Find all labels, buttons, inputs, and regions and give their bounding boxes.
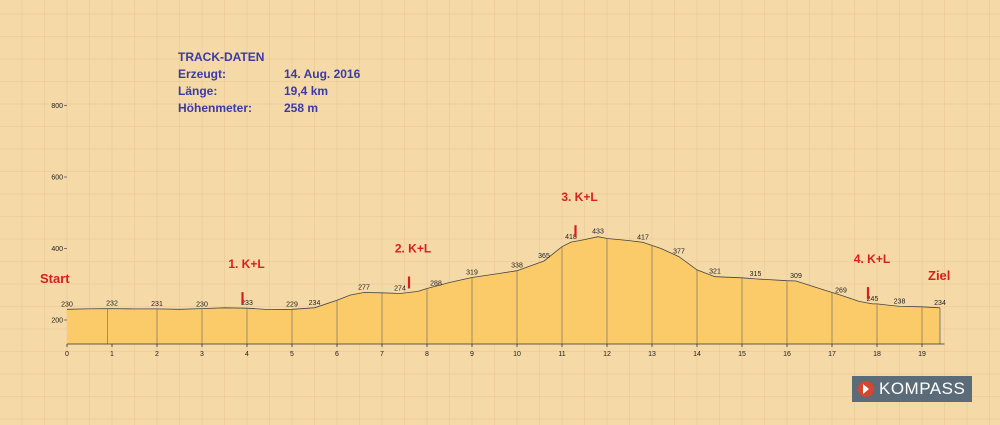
elevation-label: 377 — [673, 249, 685, 256]
x-tick-label: 3 — [200, 351, 204, 358]
y-tick-label: 800 — [51, 103, 63, 110]
x-tick-label: 2 — [155, 351, 159, 358]
track-info-row: Höhenmeter: 258 m — [178, 101, 318, 118]
x-tick-label: 8 — [425, 351, 429, 358]
elevation-label: 321 — [709, 269, 721, 276]
checkpoint-label: 4. K+L — [854, 252, 890, 266]
checkpoints: 1. K+L 2. K+L 3. K+L 4. K+L — [228, 190, 890, 305]
profile-fill — [67, 236, 940, 344]
elevation-label: 277 — [358, 284, 370, 291]
x-tick-label: 6 — [335, 351, 339, 358]
y-tick-label: 600 — [51, 175, 63, 182]
elevation-label: 418 — [565, 234, 577, 241]
elevation-label: 229 — [286, 302, 298, 309]
track-info-title: TRACK-DATEN — [178, 50, 265, 64]
elevation-label: 245 — [867, 296, 879, 303]
elevation-labels: 230 232 231 230 233 229 234 277 274 288 319 338 365 4… — [61, 229, 946, 309]
elevation-label: 233 — [241, 300, 253, 307]
elevation-label: 288 — [430, 281, 442, 288]
created-value: 14. Aug. 2016 — [284, 67, 361, 81]
y-tick-label: 400 — [51, 246, 63, 253]
elevation-label: 234 — [309, 300, 321, 307]
created-label: Erzeugt: — [178, 67, 226, 81]
x-tick-label: 17 — [828, 351, 836, 358]
track-info-row: Erzeugt: 14. Aug. 2016 — [178, 67, 360, 84]
elevation-label: 231 — [151, 301, 163, 308]
x-tick-label: 19 — [918, 351, 926, 358]
checkpoint-label: 3. K+L — [561, 190, 597, 204]
elevation-label: 338 — [511, 263, 523, 270]
elevation-label: 274 — [394, 286, 406, 293]
x-tick-label: 9 — [470, 351, 474, 358]
x-tick-label: 1 — [110, 351, 114, 358]
track-info: TRACK-DATEN Erzeugt: 14. Aug. 2016 Länge… — [178, 50, 360, 118]
checkpoint-label: 2. K+L — [395, 241, 431, 255]
x-tick-label: 18 — [873, 351, 881, 358]
x-tick-label: 7 — [380, 351, 384, 358]
elevation-label: 230 — [196, 301, 208, 308]
track-info-row: Länge: 19,4 km — [178, 84, 328, 101]
elevation-label: 238 — [894, 298, 906, 305]
elevation-label: 230 — [61, 301, 73, 308]
length-label: Länge: — [178, 84, 218, 98]
logo-text: KOMPASS — [879, 379, 966, 398]
elevation-label: 319 — [466, 269, 478, 276]
elevation-label: 417 — [637, 234, 649, 241]
elevation-label: 232 — [106, 301, 118, 308]
elevation-gain-label: Höhenmeter: — [178, 101, 253, 115]
compass-icon — [858, 381, 874, 397]
x-tick-label: 5 — [290, 351, 294, 358]
x-tick-label: 15 — [738, 351, 746, 358]
elevation-gain-value: 258 m — [284, 101, 319, 115]
x-tick-label: 14 — [693, 351, 701, 358]
x-tick-label: 4 — [245, 351, 249, 358]
profile-area — [66, 236, 941, 344]
start-label: Start — [40, 271, 70, 286]
elevation-label: 269 — [835, 287, 847, 294]
x-tick-label: 13 — [648, 351, 656, 358]
elevation-label: 433 — [592, 229, 604, 236]
end-label: Ziel — [928, 268, 950, 283]
y-tick-label: 200 — [51, 318, 63, 325]
x-tick-label: 10 — [513, 351, 521, 358]
profile-outline — [66, 236, 941, 311]
x-tick-label: 11 — [558, 351, 565, 358]
checkpoint-label: 1. K+L — [228, 257, 264, 271]
elevation-label: 234 — [934, 300, 946, 307]
x-tick-label: 12 — [603, 351, 611, 358]
elevation-label: 315 — [750, 271, 762, 278]
elevation-label: 365 — [538, 253, 550, 260]
elevation-label: 309 — [790, 273, 802, 280]
axes: 0 1 2 3 4 5 6 7 8 9 10 11 12 13 14 15 16 17 18 192004006008… — [51, 103, 945, 358]
x-tick-label: 0 — [65, 351, 69, 358]
kompass-logo: KOMPASS — [852, 376, 972, 402]
x-tick-label: 16 — [783, 351, 791, 358]
length-value: 19,4 km — [284, 84, 329, 98]
